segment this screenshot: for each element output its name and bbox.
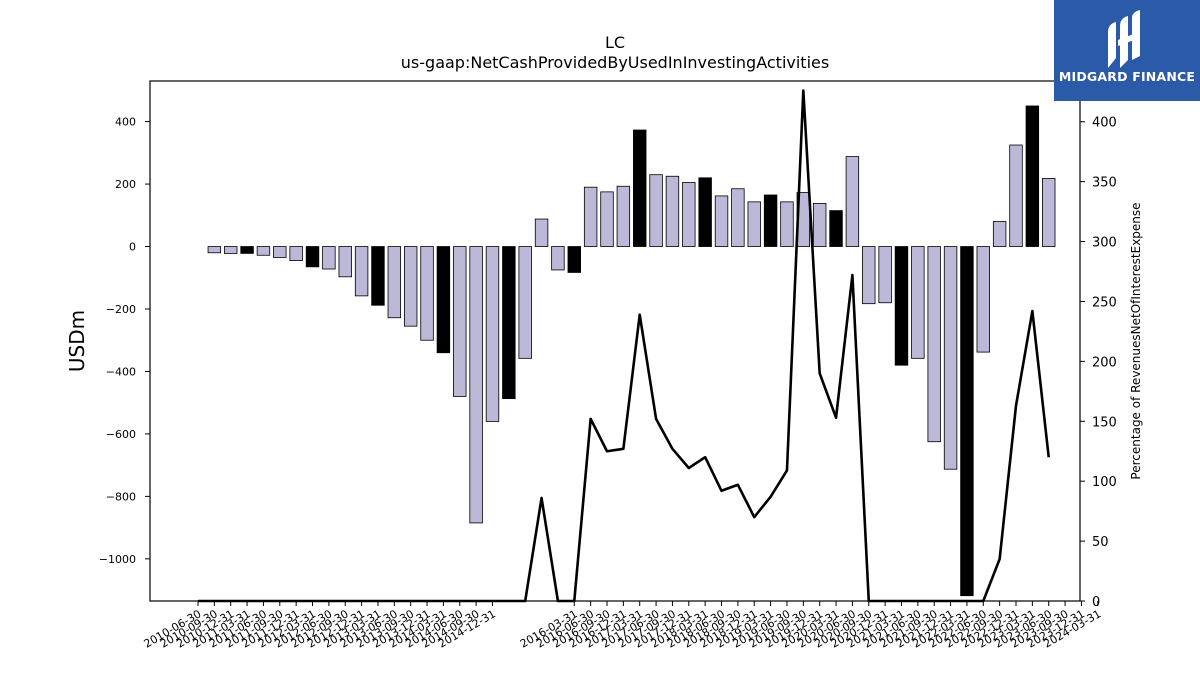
y-axis-left: 400 200 0 −200 −400 −600 −800 −1000	[99, 116, 150, 566]
bar-42	[894, 246, 909, 366]
bar-7	[322, 246, 336, 270]
logo-mark-icon	[1108, 10, 1140, 68]
bar-4	[273, 246, 287, 258]
bar-24	[600, 191, 614, 247]
bar-13	[420, 246, 434, 341]
bar-33	[747, 201, 761, 247]
bar-43	[911, 246, 925, 359]
bars	[207, 105, 1056, 597]
bar-17	[485, 246, 500, 422]
y2-tick-label: 0	[1092, 595, 1100, 610]
y-axis-label: USDm	[65, 310, 89, 372]
y-tick-label: 0	[129, 241, 136, 254]
bar-31	[714, 195, 729, 247]
bar-22	[567, 246, 581, 273]
bar-9	[354, 246, 369, 297]
chart-subtitle: us-gaap:NetCashProvidedByUsedInInvesting…	[401, 53, 829, 72]
bar-44	[927, 246, 941, 443]
bar-19	[518, 246, 532, 359]
y2-tick-label: 100	[1092, 475, 1117, 490]
y2-tick-label: 200	[1092, 355, 1117, 370]
bar-48	[992, 221, 1007, 247]
bar-41	[878, 246, 892, 304]
y-tick-label: −600	[106, 428, 136, 441]
y-tick-label: −200	[106, 303, 136, 316]
bar-15	[453, 246, 467, 397]
y2-tick-label: 150	[1092, 415, 1117, 430]
chart-title: LC	[605, 33, 625, 52]
y-tick-label: −800	[106, 490, 136, 503]
y-tick-label: −1000	[99, 553, 136, 566]
logo-text: MIDGARD FINANCE	[1058, 69, 1196, 84]
bar-32	[731, 188, 745, 247]
y-tick-label: −400	[106, 365, 136, 378]
bar-46	[960, 246, 974, 597]
bar-30	[698, 177, 712, 247]
bar-38	[829, 210, 843, 247]
bar-18	[502, 246, 516, 400]
bar-14	[436, 246, 451, 354]
bar-23	[583, 186, 598, 247]
bar-3	[256, 246, 271, 256]
y-axis-right: 0 50 100 150 200 250 300 350 400	[1080, 116, 1117, 610]
plot-frame	[149, 80, 1081, 602]
bar-20	[534, 218, 549, 247]
bar-16	[469, 246, 483, 524]
bar-6	[305, 246, 320, 268]
bar-39	[845, 156, 860, 247]
y2-axis-label: Percentage of RevenuesNetOfInterestExpen…	[1129, 202, 1143, 479]
bar-10	[371, 246, 385, 306]
bar-28	[665, 175, 680, 247]
bar-40	[862, 246, 876, 305]
bar-34	[763, 194, 778, 247]
y-tick-label: 200	[115, 178, 136, 191]
y2-tick-label: 350	[1092, 176, 1117, 191]
bar-45	[943, 246, 958, 470]
bar-8	[338, 246, 352, 278]
bar-37	[812, 203, 827, 247]
bar-1	[224, 246, 238, 254]
bar-26	[633, 129, 647, 247]
bar-51	[1042, 178, 1056, 247]
bar-12	[403, 246, 418, 327]
bar-25	[616, 185, 631, 247]
bar-50	[1025, 105, 1040, 247]
bar-35	[780, 201, 794, 247]
bar-49	[1009, 144, 1023, 247]
y2-tick-label: 250	[1092, 295, 1117, 310]
bar-11	[387, 246, 402, 319]
x-axis: 2010-06-302010-09-302010-12-312011-03-31…	[142, 601, 1103, 651]
bar-21	[551, 246, 565, 271]
y2-tick-label: 50	[1092, 535, 1109, 550]
bar-47	[976, 246, 990, 353]
brand-logo: MIDGARD FINANCE	[1054, 0, 1200, 101]
y2-tick-label: 400	[1092, 116, 1117, 131]
bar-29	[682, 182, 696, 247]
bar-0	[207, 246, 222, 254]
bar-5	[289, 246, 303, 261]
bar-27	[649, 174, 663, 247]
bar-2	[240, 246, 254, 254]
y2-tick-label: 300	[1092, 236, 1117, 251]
y-tick-label: 400	[115, 116, 136, 129]
